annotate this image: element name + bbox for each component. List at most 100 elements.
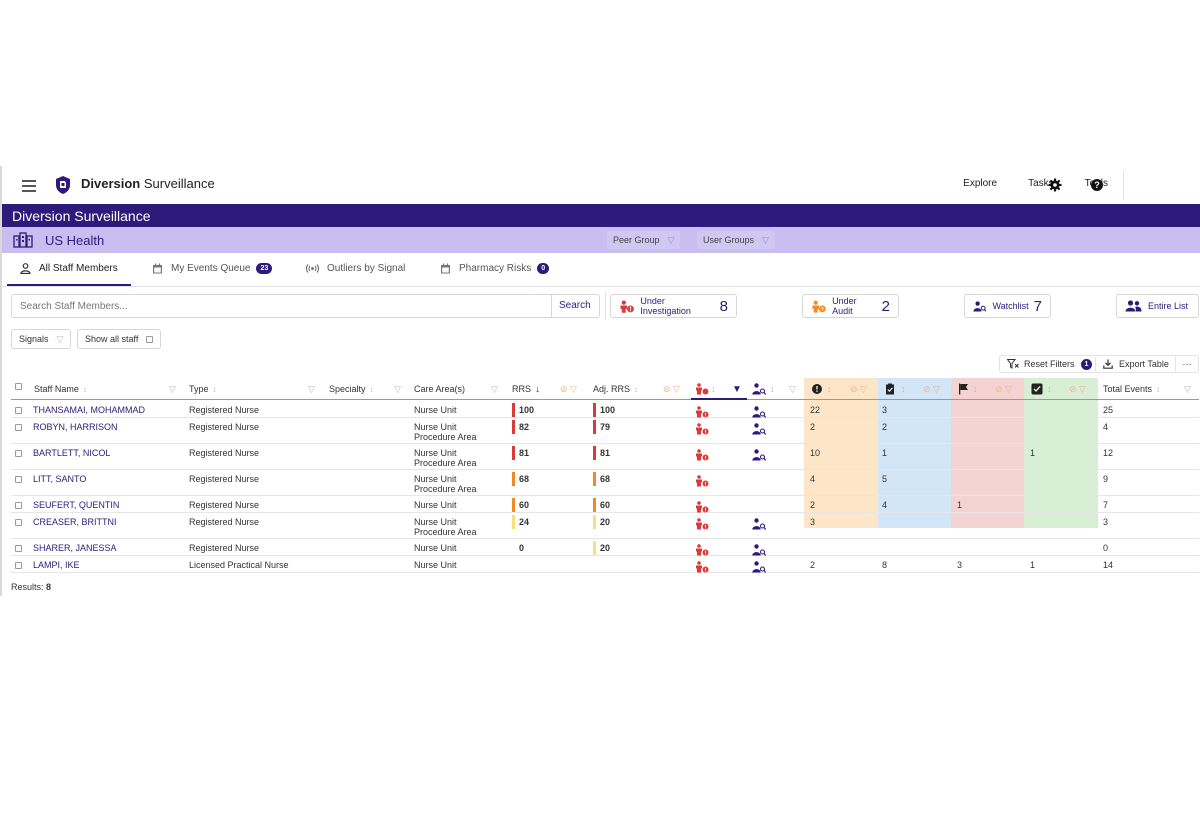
watchlist-button[interactable]: Watchlist 7 [964,294,1051,318]
gear-icon[interactable] [1048,178,1062,192]
watchlist-icon[interactable] [752,517,767,530]
funnel-icon[interactable]: ▽ [491,384,498,394]
row-checkbox[interactable] [15,545,22,552]
funnel-icon[interactable]: ▽ [308,384,315,394]
table-row[interactable]: CREASER, BRITTNI Registered Nurse Nurse Un… [11,513,1199,539]
sort-icon[interactable]: ↕ [901,384,906,394]
staff-type: Registered Nurse [189,422,260,432]
investigation-person-icon[interactable] [695,448,709,461]
sort-icon[interactable]: ↕ [973,384,978,394]
alert-badge-icon[interactable] [811,383,825,395]
investigation-person-icon[interactable] [695,500,709,513]
checkbox-icon[interactable] [1030,383,1044,395]
funnel-icon[interactable]: ▽ [1184,384,1191,394]
investigation-person-icon[interactable] [695,405,709,418]
funnel-icon[interactable]: ▽ [394,384,401,394]
watchlist-icon[interactable] [752,448,767,461]
table-row[interactable]: SHARER, JANESSA Registered Nurse Nurse Uni… [11,539,1199,556]
funnel-icon[interactable]: ▽ [169,384,176,394]
reset-filters-button[interactable]: Reset Filters 1 [999,355,1101,373]
nav-explore[interactable]: Explore [963,178,998,189]
under-investigation-button[interactable]: Under Investigation 8 [610,294,737,318]
row-checkbox[interactable] [15,450,22,457]
user-groups-filter[interactable]: User Groups ▽ [697,231,775,249]
tab-outliers-by-signal[interactable]: Outliers by Signal [306,263,405,274]
nav-tasks[interactable]: Tasks [1028,178,1054,189]
table-row[interactable]: LITT, SANTO Registered Nurse Nurse Unit Pro… [11,470,1199,496]
more-options-button[interactable]: ··· [1175,355,1199,373]
staff-name-link[interactable]: SEUFERT, QUENTIN [33,500,120,510]
watchlist-icon[interactable] [752,543,767,556]
col-total-events[interactable]: Total Events ↕ [1103,384,1160,394]
watchlist-icon[interactable] [752,422,767,435]
sort-icon[interactable]: ↕ [711,384,716,394]
show-all-staff-checkbox[interactable] [146,336,154,343]
select-all-checkbox[interactable] [15,383,22,390]
staff-name-link[interactable]: LAMPI, IKE [33,560,80,570]
signals-filter[interactable]: Signals ▽ [11,329,72,349]
table-row[interactable]: BARTLETT, NICOL Registered Nurse Nurse Uni… [11,444,1199,470]
alert-filter-icon[interactable]: ⊘ ▽ [1069,384,1086,394]
investigation-column-icon[interactable] [695,383,709,395]
row-checkbox[interactable] [15,502,22,509]
col-staff-name[interactable]: Staff Name ↕ [34,384,87,394]
show-all-staff-toggle[interactable]: Show all staff [77,329,162,349]
table-row[interactable]: THANSAMAI, MOHAMMAD Registered Nurse Nurse… [11,401,1199,418]
col-adj-rrs[interactable]: Adj. RRS ↕ [593,384,638,394]
tab-label: My Events Queue [171,263,251,274]
investigation-person-icon[interactable] [695,474,709,487]
active-filter-icon[interactable]: ▼ [732,384,742,395]
col-care-areas[interactable]: Care Area(s) [414,384,465,394]
alert-filter-icon[interactable]: ⊘ ▽ [850,384,867,394]
help-icon[interactable]: ? [1090,178,1104,192]
watchlist-icon[interactable] [752,560,767,573]
events-count: 4 [810,474,816,484]
investigation-person-icon[interactable] [695,560,709,573]
staff-name-link[interactable]: CREASER, BRITTNI [33,517,117,527]
investigation-person-icon[interactable] [695,543,709,556]
table-row[interactable]: ROBYN, HARRISON Registered Nurse Nurse Uni… [11,418,1199,444]
alert-filter-icon[interactable]: ⊘ ▽ [923,384,940,394]
staff-name-link[interactable]: SHARER, JANESSA [33,543,117,553]
col-specialty[interactable]: Specialty ↕ [329,384,374,394]
row-checkbox[interactable] [15,424,22,431]
export-table-button[interactable]: Export Table [1095,355,1177,373]
row-checkbox[interactable] [15,476,22,483]
care-area-secondary: Procedure Area [414,458,477,468]
entire-list-button[interactable]: Entire List [1116,294,1199,318]
col-rrs[interactable]: RRS ↓ [512,384,540,395]
funnel-icon[interactable]: ▽ [789,384,796,394]
col-type[interactable]: Type ↕ [189,384,217,394]
events-count: 2 [810,560,816,570]
table-row[interactable]: LAMPI, IKE Licensed Practical Nurse Nurse … [11,556,1199,573]
watchlist-icon[interactable] [752,405,767,418]
sort-icon[interactable]: ↕ [827,384,832,394]
alert-filter-icon[interactable]: ⊘ ▽ [560,384,577,394]
alert-filter-icon[interactable]: ⊘ ▽ [663,384,680,394]
search-button[interactable]: Search [551,294,600,318]
staff-name-link[interactable]: BARTLETT, NICOL [33,448,111,458]
sort-icon[interactable]: ↕ [1047,384,1052,394]
clipboard-icon[interactable] [884,383,898,395]
alert-filter-icon[interactable]: ⊘ ▽ [995,384,1012,394]
tab-pharmacy-risks[interactable]: Pharmacy Risks 0 [440,263,550,274]
tab-my-events-queue[interactable]: My Events Queue 23 [152,263,273,274]
sort-icon[interactable]: ↕ [770,384,775,394]
hamburger-menu-icon[interactable] [22,180,36,192]
watchlist-column-icon[interactable] [752,383,766,395]
search-input[interactable]: Search Staff Members... [11,294,552,318]
row-checkbox[interactable] [15,519,22,526]
results-count: 8 [46,582,52,592]
staff-name-link[interactable]: LITT, SANTO [33,474,87,484]
investigation-person-icon[interactable] [695,517,709,530]
under-audit-button[interactable]: ? Under Audit 2 [802,294,899,318]
tab-all-staff-members[interactable]: All Staff Members [20,263,118,274]
staff-name-link[interactable]: THANSAMAI, MOHAMMAD [33,405,146,415]
table-row[interactable]: SEUFERT, QUENTIN Registered Nurse Nurse Un… [11,496,1199,513]
row-checkbox[interactable] [15,407,22,414]
row-checkbox[interactable] [15,562,22,569]
flag-icon[interactable] [957,383,971,395]
peer-group-filter[interactable]: Peer Group ▽ [607,231,681,249]
staff-name-link[interactable]: ROBYN, HARRISON [33,422,118,432]
investigation-person-icon[interactable] [695,422,709,435]
